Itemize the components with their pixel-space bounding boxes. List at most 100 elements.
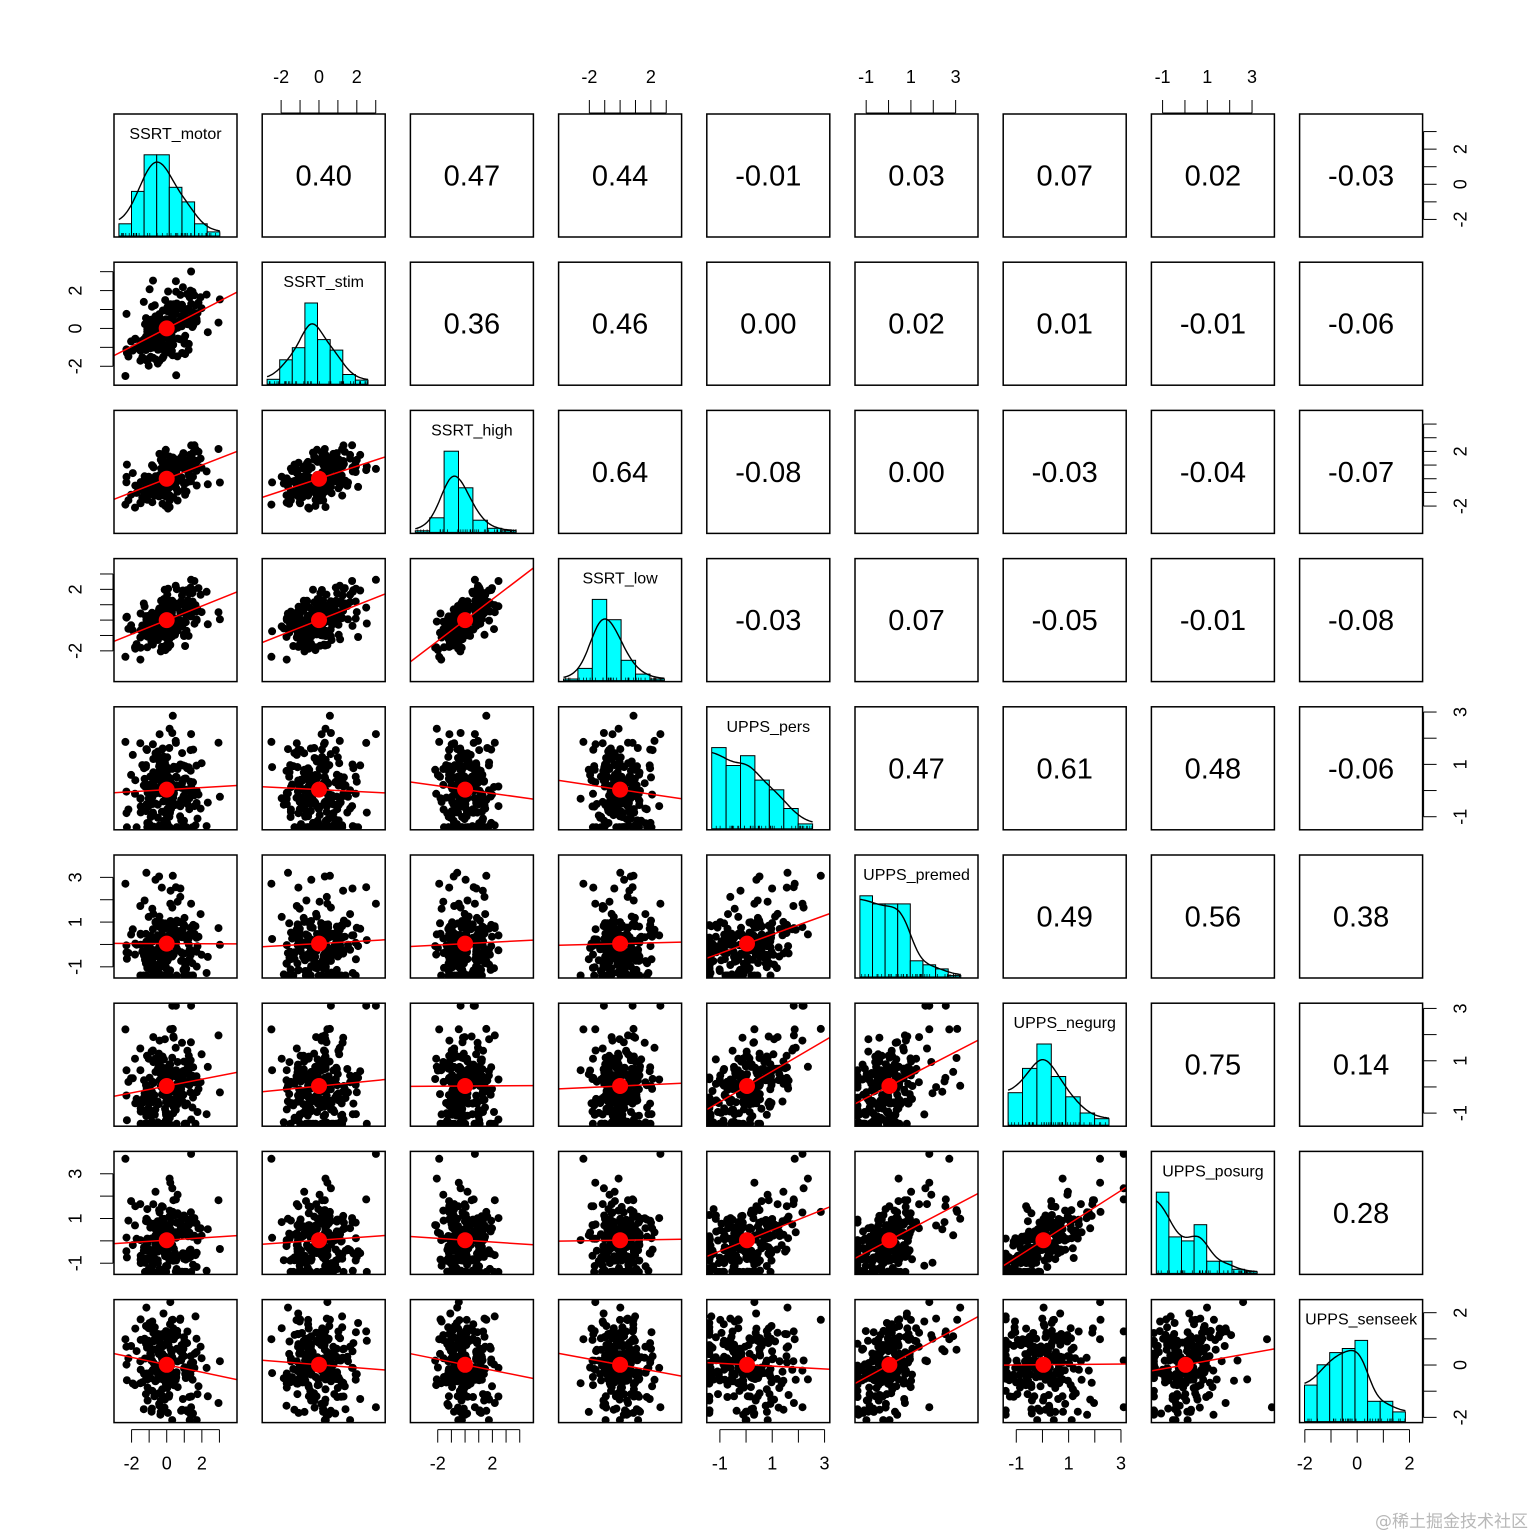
- centroid-point: [457, 612, 474, 629]
- data-point: [610, 760, 619, 769]
- scatter-points: [706, 1003, 825, 1127]
- data-point: [458, 966, 467, 975]
- data-point: [439, 1077, 448, 1086]
- panel-frame: [261, 409, 386, 535]
- data-point: [176, 802, 185, 811]
- data-point: [286, 807, 295, 816]
- data-point: [932, 1083, 941, 1092]
- data-point: [487, 1063, 496, 1072]
- data-point: [334, 1046, 343, 1055]
- data-point: [186, 1088, 195, 1097]
- data-point: [655, 931, 664, 940]
- data-point: [436, 919, 444, 928]
- correlation-value: 0.46: [592, 309, 648, 341]
- data-point: [472, 1050, 481, 1059]
- data-point: [727, 1118, 736, 1127]
- scatter-points: [121, 711, 224, 830]
- data-point: [778, 1097, 787, 1106]
- centroid-point: [311, 470, 327, 487]
- panel-UPPS_premed-SSRT_stim: [261, 854, 386, 979]
- data-point: [136, 929, 145, 938]
- data-point: [169, 921, 178, 930]
- panel-frame: [1002, 557, 1127, 683]
- data-point: [635, 823, 643, 830]
- panel-frame: [1150, 261, 1276, 386]
- data-point: [312, 909, 321, 918]
- correlation-value: 0.03: [888, 161, 944, 193]
- data-point: [165, 1062, 174, 1071]
- panel-UPPS_pers-UPPS_negurg: 0.61: [1002, 706, 1127, 831]
- correlation-value: -0.07: [1328, 457, 1394, 489]
- data-point: [296, 609, 305, 618]
- data-point: [609, 917, 618, 925]
- histogram-bar: [783, 808, 799, 830]
- data-point: [487, 1119, 496, 1127]
- data-point: [326, 1003, 335, 1010]
- data-point: [754, 959, 763, 967]
- data-point: [157, 930, 166, 938]
- correlation-value: -0.05: [1032, 605, 1098, 637]
- data-point: [138, 353, 147, 362]
- data-point: [172, 971, 181, 978]
- data-point: [727, 970, 736, 978]
- data-point: [597, 966, 605, 975]
- data-point: [766, 937, 775, 946]
- data-point: [614, 773, 623, 781]
- density-curve: [859, 898, 961, 976]
- data-point: [782, 929, 791, 937]
- data-point: [779, 949, 788, 958]
- data-point: [450, 739, 459, 748]
- centroid-point: [311, 1078, 327, 1094]
- data-point: [122, 612, 131, 621]
- data-point: [168, 871, 177, 880]
- data-point: [311, 952, 320, 961]
- data-point: [214, 608, 223, 617]
- data-point: [706, 966, 714, 975]
- data-point: [362, 1003, 371, 1010]
- data-point: [172, 773, 181, 782]
- scatter-points: [576, 868, 665, 978]
- data-point: [454, 1025, 463, 1034]
- data-point: [432, 1054, 441, 1063]
- data-point: [178, 1038, 186, 1047]
- panel-frame: [706, 706, 831, 831]
- panel-SSRT_low-UPPS_negurg: -0.05: [1002, 557, 1127, 683]
- data-point: [317, 920, 326, 929]
- data-point: [445, 762, 453, 771]
- correlation-value: 0.00: [888, 457, 944, 489]
- correlation-value: 0.01: [1036, 309, 1092, 341]
- data-point: [286, 955, 295, 964]
- data-point: [286, 621, 295, 630]
- data-point: [706, 940, 714, 949]
- data-point: [706, 1111, 714, 1120]
- data-point: [630, 1065, 639, 1073]
- data-point: [321, 503, 330, 511]
- data-point: [307, 800, 315, 808]
- centroid-point: [457, 781, 474, 798]
- data-point: [173, 1100, 182, 1109]
- data-point: [494, 802, 503, 811]
- panel-SSRT_low-SSRT_low: SSRT_low: [557, 557, 683, 683]
- data-point: [482, 871, 491, 880]
- data-point: [644, 1110, 653, 1119]
- data-point: [608, 730, 617, 739]
- data-point: [293, 631, 302, 640]
- data-point: [154, 773, 163, 781]
- data-point: [351, 614, 360, 623]
- data-point: [160, 630, 169, 639]
- data-point: [295, 1112, 304, 1121]
- centroid-point: [158, 320, 175, 337]
- data-point: [304, 1054, 313, 1063]
- data-point: [576, 971, 585, 978]
- data-point: [715, 967, 724, 975]
- data-point: [348, 577, 357, 585]
- data-point: [124, 949, 133, 957]
- data-point: [164, 971, 173, 978]
- scatter-points: [267, 711, 380, 830]
- data-point: [589, 745, 598, 754]
- histogram-bar: [118, 223, 133, 237]
- panel-frame: [854, 261, 979, 386]
- data-point: [322, 892, 331, 901]
- correlation-value: 0.61: [1036, 753, 1092, 785]
- data-point: [603, 930, 612, 938]
